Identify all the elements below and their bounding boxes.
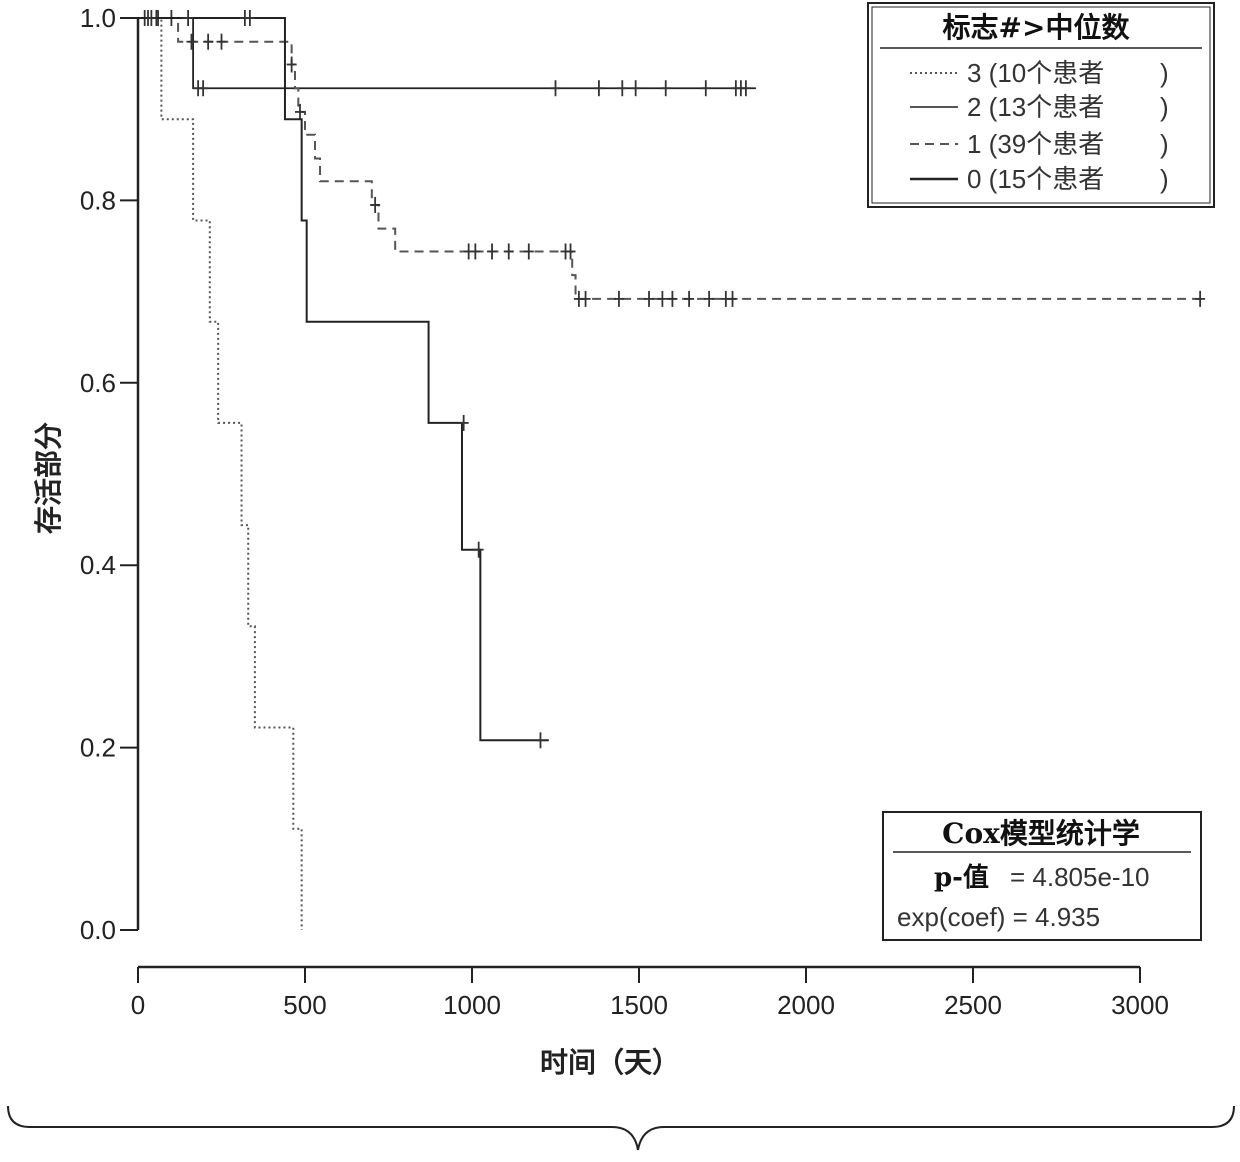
x-tick-label: 1500 (610, 990, 668, 1020)
x-axis-title: 时间（天） (540, 1046, 680, 1079)
legend-label-2: 2 (13个患者 (967, 92, 1104, 122)
series-2 (138, 10, 756, 96)
stats-title: Cox模型统计学 (942, 817, 1140, 850)
x-tick-label: 500 (283, 990, 326, 1020)
legend-label-3: 3 (10个患者 (967, 58, 1104, 88)
legend-close-0: ) (1160, 164, 1169, 194)
x-tick-label: 2000 (777, 990, 835, 1020)
survival-curve (138, 18, 756, 88)
y-axis-title: 存活部分 (32, 422, 65, 534)
survival-curve (138, 18, 302, 930)
y-tick-label: 1.0 (80, 3, 116, 33)
survival-curve (138, 18, 549, 740)
x-tick-label: 3000 (1111, 990, 1169, 1020)
x-tick-label: 0 (131, 990, 145, 1020)
cox-stats-box: Cox模型统计学 p-值 = 4.805e-10 exp(coef) = 4.9… (883, 812, 1201, 940)
legend-title: 标志#>中位数 (943, 11, 1131, 44)
legend: 标志#>中位数 3 (10个患者 ) 2 (13个患者 ) 1 (39个患者 )… (868, 3, 1214, 207)
legend-close-1: ) (1160, 129, 1169, 159)
x-tick-label: 2500 (944, 990, 1002, 1020)
y-tick-label: 0.4 (80, 550, 116, 580)
stats-p-value: = 4.805e-10 (1010, 862, 1150, 892)
series-3 (138, 10, 302, 930)
y-tick-label: 0.6 (80, 368, 116, 398)
legend-close-3: ) (1160, 58, 1169, 88)
legend-label-0: 0 (15个患者 (967, 164, 1104, 194)
y-tick-label: 0.8 (80, 185, 116, 215)
y-tick-label: 0.2 (80, 733, 116, 763)
figure-brace (8, 1106, 1234, 1150)
stats-p-label: p-值 (934, 863, 989, 893)
legend-label-1: 1 (39个患者 (967, 129, 1104, 159)
legend-close-2: ) (1160, 92, 1169, 122)
x-tick-label: 1000 (443, 990, 501, 1020)
y-tick-label: 0.0 (80, 915, 116, 945)
series-0 (138, 10, 549, 748)
stats-exp-coef: exp(coef) = 4.935 (897, 902, 1100, 932)
y-axis: 0.0 0.2 0.4 0.6 0.8 1.0 (80, 3, 138, 945)
x-axis: 0 500 1000 1500 2000 2500 3000 (131, 967, 1169, 1020)
